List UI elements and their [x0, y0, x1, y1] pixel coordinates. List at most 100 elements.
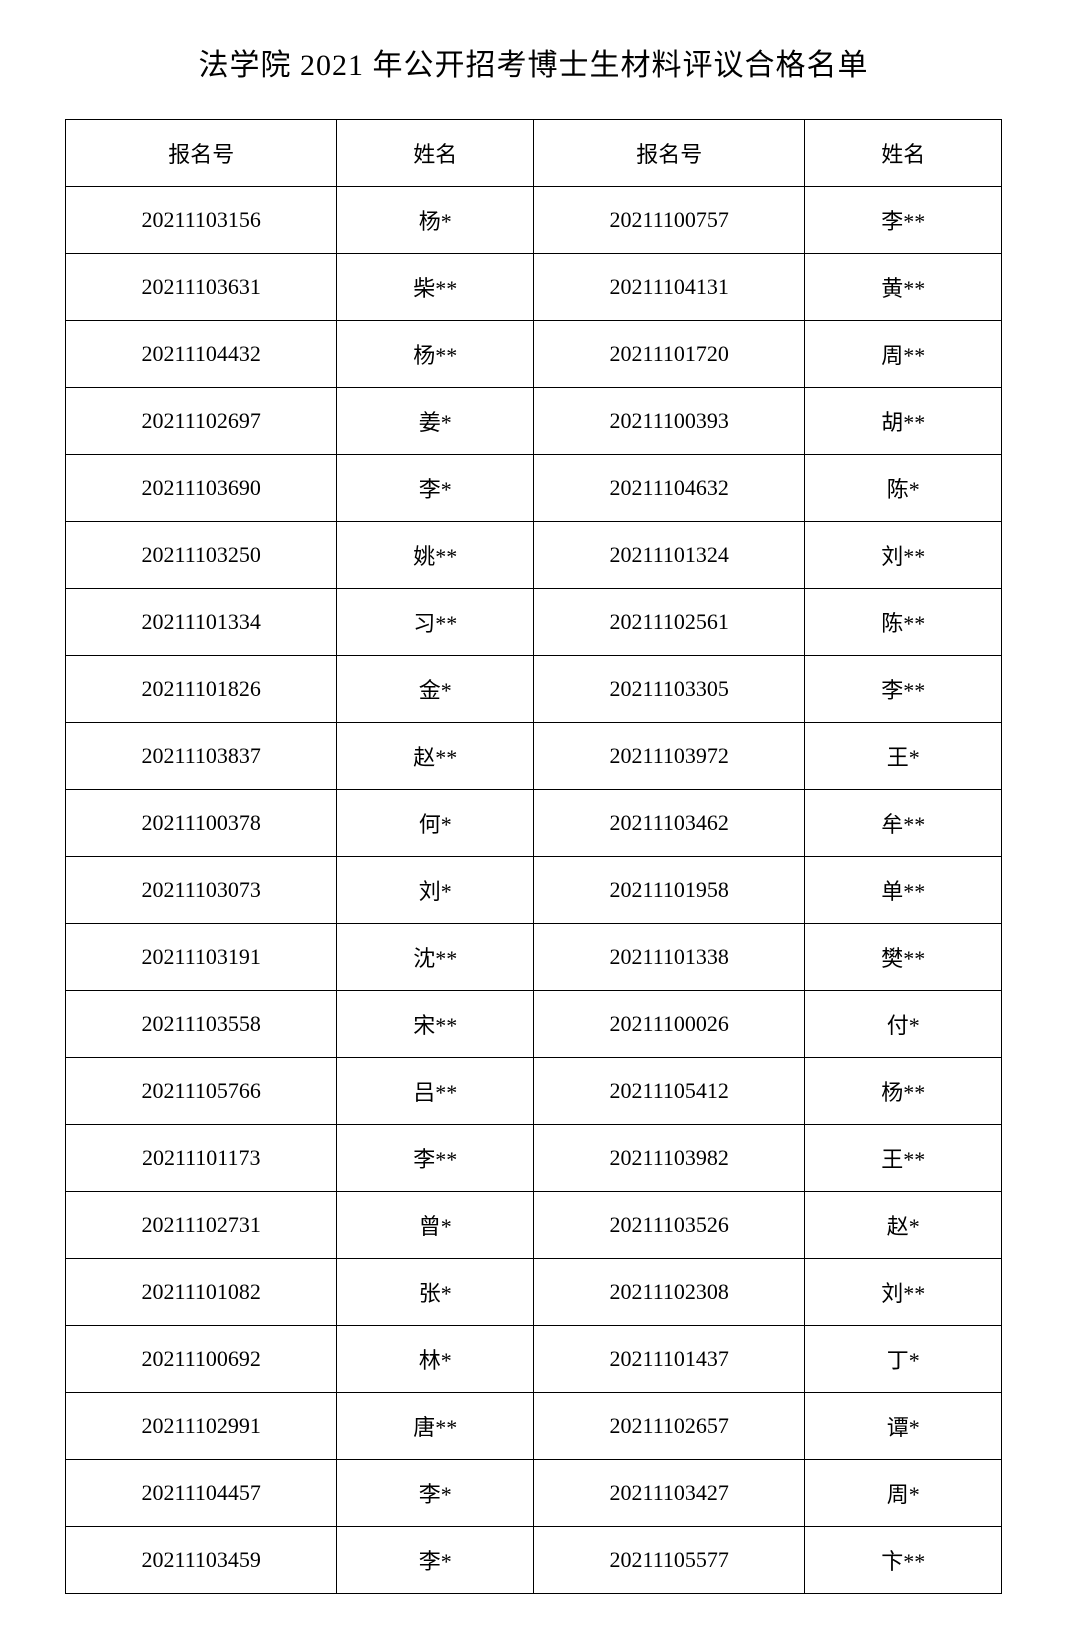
cell-name-right: 赵*	[805, 1192, 1002, 1259]
cell-name-left: 金*	[337, 656, 534, 723]
table-row: 20211103558宋**20211100026付*	[66, 991, 1002, 1058]
cell-id-right: 20211101324	[533, 522, 804, 589]
header-name-1: 姓名	[337, 120, 534, 187]
cell-id-right: 20211100757	[533, 187, 804, 254]
cell-id-right: 20211105577	[533, 1527, 804, 1594]
cell-name-left: 刘*	[337, 857, 534, 924]
cell-name-right: 卞**	[805, 1527, 1002, 1594]
cell-id-left: 20211103690	[66, 455, 337, 522]
cell-name-right: 杨**	[805, 1058, 1002, 1125]
cell-id-left: 20211104432	[66, 321, 337, 388]
cell-name-left: 宋**	[337, 991, 534, 1058]
cell-name-left: 沈**	[337, 924, 534, 991]
roster-table: 报名号 姓名 报名号 姓名 20211103156杨*20211100757李*…	[65, 119, 1002, 1594]
header-id-1: 报名号	[66, 120, 337, 187]
table-row: 20211103073刘*20211101958单**	[66, 857, 1002, 924]
cell-id-left: 20211101826	[66, 656, 337, 723]
cell-name-left: 唐**	[337, 1393, 534, 1460]
cell-id-right: 20211101437	[533, 1326, 804, 1393]
cell-id-left: 20211103837	[66, 723, 337, 790]
table-row: 20211103690李*20211104632陈*	[66, 455, 1002, 522]
cell-id-right: 20211101338	[533, 924, 804, 991]
cell-id-left: 20211103156	[66, 187, 337, 254]
cell-id-left: 20211100692	[66, 1326, 337, 1393]
table-row: 20211103191沈**20211101338樊**	[66, 924, 1002, 991]
cell-name-left: 姚**	[337, 522, 534, 589]
cell-name-right: 牟**	[805, 790, 1002, 857]
page-title: 法学院 2021 年公开招考博士生材料评议合格名单	[65, 40, 1002, 84]
table-row: 20211100378何*20211103462牟**	[66, 790, 1002, 857]
cell-name-left: 吕**	[337, 1058, 534, 1125]
table-row: 20211105766吕**20211105412杨**	[66, 1058, 1002, 1125]
cell-id-right: 20211103982	[533, 1125, 804, 1192]
cell-name-left: 何*	[337, 790, 534, 857]
cell-id-left: 20211104457	[66, 1460, 337, 1527]
cell-id-right: 20211104131	[533, 254, 804, 321]
cell-name-left: 姜*	[337, 388, 534, 455]
cell-name-right: 王**	[805, 1125, 1002, 1192]
cell-name-right: 樊**	[805, 924, 1002, 991]
cell-name-right: 黄**	[805, 254, 1002, 321]
cell-name-right: 刘**	[805, 522, 1002, 589]
cell-id-right: 20211103305	[533, 656, 804, 723]
cell-id-left: 20211102991	[66, 1393, 337, 1460]
cell-name-right: 周*	[805, 1460, 1002, 1527]
cell-name-right: 刘**	[805, 1259, 1002, 1326]
table-row: 20211102991唐**20211102657谭*	[66, 1393, 1002, 1460]
cell-id-right: 20211102561	[533, 589, 804, 656]
cell-id-left: 20211102731	[66, 1192, 337, 1259]
cell-name-left: 杨*	[337, 187, 534, 254]
cell-id-left: 20211101173	[66, 1125, 337, 1192]
cell-name-right: 胡**	[805, 388, 1002, 455]
table-row: 20211103631柴**20211104131黄**	[66, 254, 1002, 321]
table-row: 20211103156杨*20211100757李**	[66, 187, 1002, 254]
cell-name-right: 丁*	[805, 1326, 1002, 1393]
cell-name-right: 单**	[805, 857, 1002, 924]
cell-id-left: 20211102697	[66, 388, 337, 455]
cell-name-left: 柴**	[337, 254, 534, 321]
cell-name-left: 曾*	[337, 1192, 534, 1259]
table-row: 20211101173李**20211103982王**	[66, 1125, 1002, 1192]
cell-id-left: 20211101334	[66, 589, 337, 656]
cell-id-left: 20211103073	[66, 857, 337, 924]
cell-name-right: 王*	[805, 723, 1002, 790]
cell-id-right: 20211100393	[533, 388, 804, 455]
table-row: 20211102697姜*20211100393胡**	[66, 388, 1002, 455]
cell-id-right: 20211103427	[533, 1460, 804, 1527]
cell-id-right: 20211103462	[533, 790, 804, 857]
table-row: 20211104457李*20211103427周*	[66, 1460, 1002, 1527]
cell-name-left: 赵**	[337, 723, 534, 790]
cell-id-right: 20211105412	[533, 1058, 804, 1125]
cell-name-right: 付*	[805, 991, 1002, 1058]
table-header-row: 报名号 姓名 报名号 姓名	[66, 120, 1002, 187]
cell-name-right: 李**	[805, 656, 1002, 723]
cell-id-right: 20211103972	[533, 723, 804, 790]
cell-name-right: 陈*	[805, 455, 1002, 522]
cell-name-right: 陈**	[805, 589, 1002, 656]
cell-name-left: 张*	[337, 1259, 534, 1326]
cell-id-left: 20211103250	[66, 522, 337, 589]
cell-name-left: 杨**	[337, 321, 534, 388]
cell-name-left: 习**	[337, 589, 534, 656]
cell-id-right: 20211100026	[533, 991, 804, 1058]
cell-name-right: 周**	[805, 321, 1002, 388]
cell-id-left: 20211101082	[66, 1259, 337, 1326]
header-id-2: 报名号	[533, 120, 804, 187]
cell-id-right: 20211101958	[533, 857, 804, 924]
cell-name-left: 李*	[337, 455, 534, 522]
cell-name-right: 李**	[805, 187, 1002, 254]
cell-name-left: 李*	[337, 1527, 534, 1594]
header-name-2: 姓名	[805, 120, 1002, 187]
cell-id-left: 20211103631	[66, 254, 337, 321]
cell-id-right: 20211104632	[533, 455, 804, 522]
cell-id-left: 20211103459	[66, 1527, 337, 1594]
table-row: 20211103837赵**20211103972王*	[66, 723, 1002, 790]
table-row: 20211100692林*20211101437丁*	[66, 1326, 1002, 1393]
cell-id-right: 20211102308	[533, 1259, 804, 1326]
table-row: 20211103459李*20211105577卞**	[66, 1527, 1002, 1594]
table-row: 20211102731曾*20211103526赵*	[66, 1192, 1002, 1259]
cell-id-left: 20211105766	[66, 1058, 337, 1125]
cell-id-right: 20211103526	[533, 1192, 804, 1259]
cell-id-left: 20211103191	[66, 924, 337, 991]
cell-id-right: 20211102657	[533, 1393, 804, 1460]
